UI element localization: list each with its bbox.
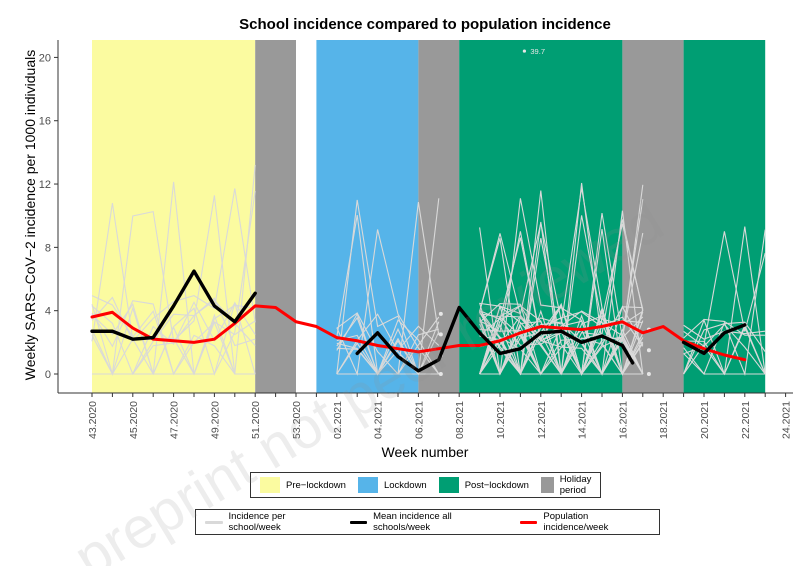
legend-item-postlockdown: Post−lockdown [438, 477, 529, 493]
school-incidence-line [336, 325, 440, 375]
legend-item-prelockdown: Pre−lockdown [260, 477, 346, 493]
y-tick-label: 12 [39, 179, 51, 191]
line-legend: Incidence per school/week Mean incidence… [195, 509, 660, 535]
y-axis-label: Weekly SARS−CoV−2 incidence per 1000 ind… [22, 50, 38, 381]
population-incidence-line [90, 304, 747, 362]
y-tick-label: 4 [45, 306, 51, 318]
holiday-label: Holiday period [559, 474, 592, 496]
x-tick-label: 04.2021 [373, 401, 385, 439]
school-incidence-line [683, 226, 766, 376]
x-tick-label: 24.2021 [781, 401, 793, 439]
legend-item-holiday: Holiday period [540, 474, 599, 496]
outlier-point [522, 49, 527, 53]
school-incidence-line [683, 231, 766, 375]
population-incidence-key [519, 520, 538, 524]
x-tick-label: 12.2021 [536, 401, 548, 439]
school-incidence-line [336, 331, 440, 376]
x-tick-label: 45.2020 [128, 401, 140, 439]
phase-band-5 [622, 40, 684, 393]
x-axis-label: Week number [382, 444, 469, 460]
school-incidence-point [438, 332, 443, 337]
x-tick-label: 51.2020 [250, 401, 262, 439]
school-incidence-line [336, 313, 439, 375]
outlier-label: 39.7 [530, 47, 545, 56]
y-tick-label: 0 [45, 369, 51, 381]
legend-item-mean-incidence: Mean incidence all schools/week [349, 511, 508, 533]
school-incidence-key [205, 520, 223, 524]
school-incidence-line [91, 188, 256, 343]
phase-legend: Pre−lockdown Lockdown Post−lockdown Holi… [250, 472, 601, 498]
x-tick-label: 08.2021 [454, 401, 466, 439]
mean-incidence-line-2 [355, 305, 635, 373]
y-tick-label: 16 [39, 116, 51, 128]
x-tick-label: 16.2021 [617, 401, 629, 439]
phase-band-3 [418, 40, 460, 393]
school-incidence-point [646, 372, 651, 376]
y-tick-label: 20 [39, 52, 51, 64]
y-tick-label: 8 [45, 242, 51, 254]
postlockdown-swatch [438, 477, 459, 493]
school-incidence-line [479, 303, 643, 376]
x-tick-label: 14.2021 [577, 401, 589, 439]
prelockdown-label: Pre−lockdown [286, 479, 346, 491]
legend-item-lockdown: Lockdown [357, 477, 427, 493]
school-incidence-point [646, 348, 651, 353]
mean-incidence-label: Mean incidence all schools/week [373, 511, 452, 533]
chart-title: School incidence compared to population … [239, 16, 611, 33]
population-incidence-label: Population incidence/week [543, 511, 609, 533]
legend-item-population-incidence: Population incidence/week [519, 511, 653, 533]
school-incidence-line [479, 232, 644, 376]
x-tick-label: 22.2021 [740, 401, 752, 439]
x-tick-label: 49.2020 [209, 401, 221, 439]
lockdown-swatch [357, 477, 378, 493]
mean-incidence-line-3 [681, 323, 747, 356]
school-incidence-line [479, 302, 644, 376]
x-tick-label: 47.2020 [169, 401, 181, 439]
school-incidence-point [438, 372, 443, 376]
school-incidence-line [336, 215, 440, 376]
holiday-swatch [540, 477, 554, 493]
school-incidence-line [336, 198, 440, 375]
phase-band-1 [255, 40, 296, 393]
lockdown-label: Lockdown [383, 479, 427, 491]
school-incidence-line [683, 229, 766, 377]
mean-incidence-line-1 [90, 269, 257, 341]
school-incidence-line [91, 181, 256, 375]
postlockdown-label: Post−lockdown [464, 479, 529, 491]
prelockdown-swatch [260, 477, 280, 493]
legend-item-school-incidence: Incidence per school/week [205, 511, 338, 533]
x-tick-label: 20.2021 [699, 401, 711, 439]
mean-incidence-key [349, 520, 368, 524]
school-incidence-line [479, 227, 644, 375]
x-tick-label: 43.2020 [87, 401, 99, 439]
school-incidence-line [91, 164, 256, 376]
x-tick-label: 06.2021 [413, 401, 425, 439]
x-tick-label: 02.2021 [332, 401, 344, 439]
x-tick-label: 18.2021 [658, 401, 670, 439]
school-incidence-label: Incidence per school/week [228, 511, 286, 533]
x-tick-label: 10.2021 [495, 401, 507, 439]
school-incidence-point [438, 311, 443, 316]
school-incidence-line [92, 306, 256, 375]
x-tick-label: 53.2020 [291, 401, 303, 439]
